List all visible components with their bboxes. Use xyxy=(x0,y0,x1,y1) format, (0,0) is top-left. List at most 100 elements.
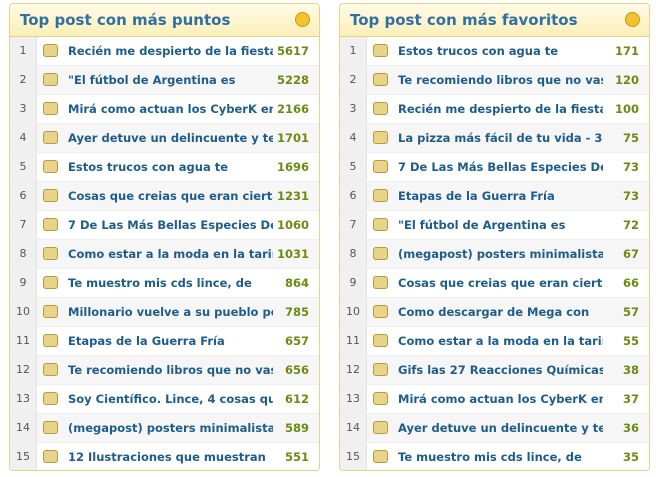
post-row: 10 Millonario vuelve a su pueblo pobre 785 xyxy=(10,298,319,327)
post-link[interactable]: Recién me despierto de la fiesta de xyxy=(68,44,273,58)
score: 612 xyxy=(284,392,309,406)
score: 66 xyxy=(622,276,639,290)
post-link[interactable]: (megapost) posters minimalistas xyxy=(398,247,603,261)
post-link[interactable]: "El fútbol de Argentina es xyxy=(398,218,566,232)
post-row: 5 7 De Las Más Bellas Especies De 73 xyxy=(340,153,649,182)
post-link[interactable]: Ayer detuve un delincuente y te lo xyxy=(68,131,273,145)
post-link[interactable]: Como estar a la moda en la taringa xyxy=(398,334,603,348)
score: 67 xyxy=(622,247,639,261)
rank: 4 xyxy=(340,124,367,152)
post-row: 9 Cosas que creias que eran ciertas 66 xyxy=(340,269,649,298)
score: 35 xyxy=(622,450,639,464)
category-icon xyxy=(43,218,58,231)
post-link[interactable]: Te muestro mis cds lince, de xyxy=(68,276,252,290)
post-row: 8 (megapost) posters minimalistas 67 xyxy=(340,240,649,269)
post-link[interactable]: 7 De Las Más Bellas Especies De xyxy=(68,218,273,232)
post-row: 1 Estos trucos con agua te 171 xyxy=(340,37,649,66)
post-link[interactable]: Te muestro mis cds lince, de xyxy=(398,450,582,464)
rank: 5 xyxy=(340,153,367,181)
post-link[interactable]: Estos trucos con agua te xyxy=(68,160,229,174)
post-link[interactable]: Mirá como actuan los CyberK en xyxy=(68,102,273,116)
post-link[interactable]: Millonario vuelve a su pueblo pobre xyxy=(68,305,273,319)
score: 5228 xyxy=(276,73,309,87)
category-icon xyxy=(43,131,58,144)
post-link[interactable]: 12 Ilustraciones que muestran xyxy=(68,450,266,464)
category-icon xyxy=(43,189,58,202)
score: 785 xyxy=(284,305,309,319)
post-link[interactable]: Mirá como actuan los CyberK en xyxy=(398,392,603,406)
rank: 2 xyxy=(10,66,37,94)
post-row: 6 Etapas de la Guerra Fría 73 xyxy=(340,182,649,211)
rank: 11 xyxy=(10,327,37,355)
post-link[interactable]: Etapas de la Guerra Fría xyxy=(68,334,225,348)
category-icon xyxy=(373,363,388,376)
post-link[interactable]: Soy Científico. Lince, 4 cosas que xyxy=(68,392,273,406)
score: 171 xyxy=(614,44,639,58)
rank: 4 xyxy=(10,124,37,152)
post-link[interactable]: Ayer detuve un delincuente y te lo xyxy=(398,421,603,435)
rank: 2 xyxy=(340,66,367,94)
post-link[interactable]: La pizza más fácil de tu vida - 30 xyxy=(398,131,603,145)
rank: 13 xyxy=(340,385,367,413)
header-icon xyxy=(625,12,640,27)
category-icon xyxy=(43,160,58,173)
header-icon xyxy=(295,12,310,27)
category-icon xyxy=(43,247,58,260)
post-link[interactable]: Como descargar de Mega con xyxy=(398,305,590,319)
category-icon xyxy=(373,218,388,231)
category-icon xyxy=(43,363,58,376)
panel-header: Top post con más favoritos xyxy=(340,4,649,37)
category-icon xyxy=(373,305,388,318)
panel-title: Top post con más puntos xyxy=(20,11,231,29)
post-row: 7 7 De Las Más Bellas Especies De 1060 xyxy=(10,211,319,240)
post-link[interactable]: Como estar a la moda en la taringa xyxy=(68,247,273,261)
category-icon xyxy=(373,392,388,405)
post-row: 13 Soy Científico. Lince, 4 cosas que 612 xyxy=(10,385,319,414)
rank: 3 xyxy=(340,95,367,123)
rank: 13 xyxy=(10,385,37,413)
post-link[interactable]: Estos trucos con agua te xyxy=(398,44,559,58)
post-link[interactable]: Cosas que creias que eran ciertas xyxy=(68,189,273,203)
rank: 15 xyxy=(340,443,367,470)
post-link[interactable]: "El fútbol de Argentina es xyxy=(68,73,236,87)
rank: 10 xyxy=(340,298,367,326)
post-link[interactable]: Cosas que creias que eran ciertas xyxy=(398,276,603,290)
rank: 6 xyxy=(10,182,37,210)
category-icon xyxy=(43,305,58,318)
post-row: 4 Ayer detuve un delincuente y te lo 1701 xyxy=(10,124,319,153)
post-link[interactable]: (megapost) posters minimalistas xyxy=(68,421,273,435)
panel-title: Top post con más favoritos xyxy=(350,11,578,29)
score: 57 xyxy=(622,305,639,319)
post-link[interactable]: 7 De Las Más Bellas Especies De xyxy=(398,160,603,174)
score: 75 xyxy=(622,131,639,145)
category-icon xyxy=(373,160,388,173)
category-icon xyxy=(43,102,58,115)
score: 656 xyxy=(284,363,309,377)
category-icon xyxy=(43,44,58,57)
rank: 12 xyxy=(10,356,37,384)
category-icon xyxy=(373,276,388,289)
score: 589 xyxy=(284,421,309,435)
score: 1231 xyxy=(276,189,309,203)
panel-header: Top post con más puntos xyxy=(10,4,319,37)
category-icon xyxy=(43,73,58,86)
panel: Top post con más favoritos 1 Estos trucos … xyxy=(339,3,650,471)
post-link[interactable]: Recién me despierto de la fiesta de xyxy=(398,102,603,116)
category-icon xyxy=(373,131,388,144)
rank: 10 xyxy=(10,298,37,326)
post-link[interactable]: Gifs las 27 Reacciones Químicas xyxy=(398,363,603,377)
rank: 14 xyxy=(10,414,37,442)
post-link[interactable]: Etapas de la Guerra Fría xyxy=(398,189,555,203)
category-icon xyxy=(373,44,388,57)
rank: 9 xyxy=(340,269,367,297)
post-row: 13 Mirá como actuan los CyberK en 37 xyxy=(340,385,649,414)
score: 551 xyxy=(284,450,309,464)
rank: 1 xyxy=(340,37,367,65)
category-icon xyxy=(373,450,388,463)
post-link[interactable]: Te recomiendo libros que no vas a xyxy=(68,363,273,377)
score: 55 xyxy=(622,334,639,348)
post-row: 11 Etapas de la Guerra Fría 657 xyxy=(10,327,319,356)
rank: 12 xyxy=(340,356,367,384)
post-link[interactable]: Te recomiendo libros que no vas a xyxy=(398,73,603,87)
